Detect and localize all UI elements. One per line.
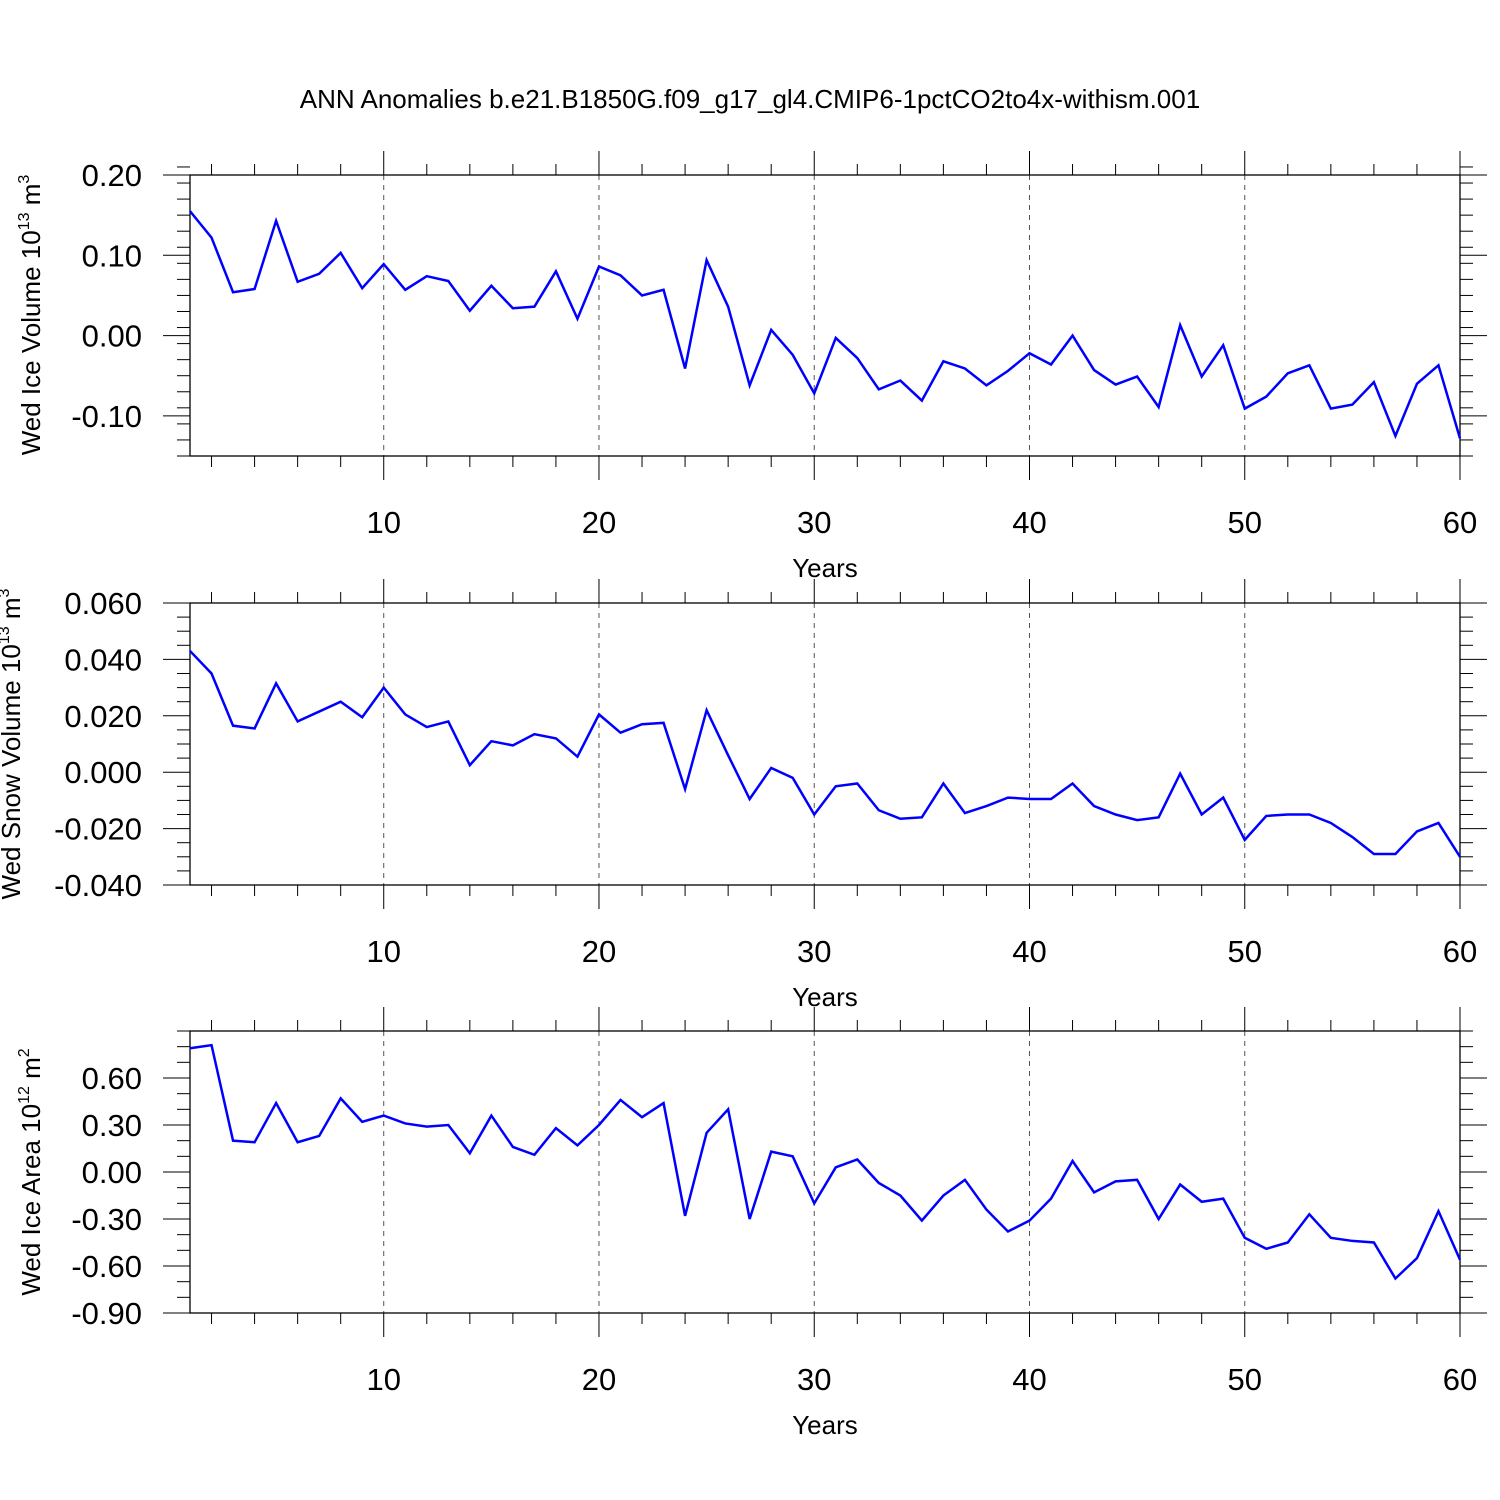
x-tick-label: 40 [1012, 505, 1046, 540]
y-tick-label: -0.020 [54, 812, 142, 847]
x-tick-label: 30 [797, 1362, 831, 1397]
plot-frame [189, 602, 1461, 886]
x-tick-label: 20 [582, 934, 616, 969]
x-tick-label: 10 [366, 934, 400, 969]
panel-snow-volume: 10 20 30 40 50 60 0.060 0.040 0.020 0.000 -0.020 -0… [0, 579, 1487, 1012]
x-tick-label: 40 [1012, 1362, 1046, 1397]
y-axis-label: Wed Ice Volume 1013 m3 [16, 175, 46, 456]
y-tick-label: 0.10 [82, 238, 142, 273]
y-tick-label: 0.20 [82, 158, 142, 193]
x-axis-label: Years [792, 982, 858, 1012]
y-tick-label: 0.040 [64, 642, 142, 677]
x-axis-label: Years [792, 1410, 858, 1440]
series-line [189, 650, 1462, 858]
y-tick-label: -0.30 [71, 1202, 142, 1237]
y-tick-label: 0.020 [64, 699, 142, 734]
x-tick-label: 60 [1443, 934, 1477, 969]
y-tick-label: 0.060 [64, 586, 142, 621]
x-tick-label: 20 [582, 1362, 616, 1397]
y-tick-label: 0.00 [82, 1155, 142, 1190]
x-tick-label: 30 [797, 505, 831, 540]
y-tick-label: 0.000 [64, 755, 142, 790]
x-tick-label: 50 [1228, 934, 1262, 969]
figure-title: ANN Anomalies b.e21.B1850G.f09_g17_gl4.C… [299, 84, 1201, 114]
x-tick-label: 30 [797, 934, 831, 969]
y-axis-label: Wed Snow Volume 1013 m3 [0, 588, 26, 899]
y-tick-label: -0.040 [54, 868, 142, 903]
y-tick-label: -0.60 [71, 1249, 142, 1284]
plot-frame [189, 174, 1461, 457]
y-tick-label: 0.30 [82, 1108, 142, 1143]
x-tick-label: 60 [1443, 1362, 1477, 1397]
x-tick-label: 10 [366, 505, 400, 540]
plot-frame [189, 1030, 1461, 1314]
x-tick-label: 10 [366, 1362, 400, 1397]
x-tick-label: 50 [1228, 1362, 1262, 1397]
y-tick-label: -0.10 [71, 399, 142, 434]
y-tick-label: 0.00 [82, 319, 142, 354]
panel-ice-volume: 10 20 30 40 50 60 0.20 0.10 0.00 -0.10 Years Wed Ic… [16, 151, 1487, 583]
series-line [189, 1043, 1462, 1281]
x-axis-label: Years [792, 553, 858, 583]
x-tick-label: 50 [1228, 505, 1262, 540]
x-tick-label: 40 [1012, 934, 1046, 969]
panel-ice-area: 10 20 30 40 50 60 0.60 0.30 0.00 -0.30 -0.60 -0.90 Y… [16, 1007, 1487, 1440]
x-tick-label: 60 [1443, 505, 1477, 540]
series-line [189, 210, 1462, 440]
y-axis-label: Wed Ice Area 1012 m2 [16, 1048, 46, 1295]
y-tick-label: -0.90 [71, 1296, 142, 1331]
x-tick-label: 20 [582, 505, 616, 540]
y-tick-label: 0.60 [82, 1061, 142, 1096]
